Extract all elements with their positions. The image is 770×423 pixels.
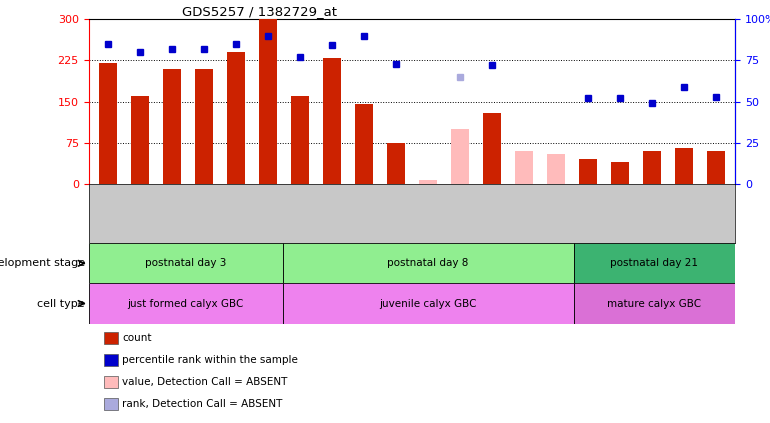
Bar	[387, 143, 405, 184]
Bar	[708, 151, 725, 184]
Text: juvenile calyx GBC: juvenile calyx GBC	[380, 299, 477, 308]
Text: postnatal day 8: postnatal day 8	[387, 258, 469, 268]
Bar	[195, 69, 213, 184]
Text: postnatal day 3: postnatal day 3	[145, 258, 226, 268]
Text: postnatal day 21: postnatal day 21	[611, 258, 698, 268]
Bar	[89, 243, 283, 283]
Text: count: count	[122, 333, 152, 343]
Bar	[574, 283, 735, 324]
Text: mature calyx GBC: mature calyx GBC	[608, 299, 701, 308]
Bar	[611, 162, 629, 184]
Bar	[131, 96, 149, 184]
Text: cell type: cell type	[37, 299, 85, 308]
Bar	[419, 180, 437, 184]
Bar	[99, 63, 116, 184]
Bar	[484, 113, 500, 184]
Bar	[547, 154, 565, 184]
Bar	[227, 52, 245, 184]
Bar	[283, 243, 574, 283]
Bar	[323, 58, 340, 184]
Bar	[574, 243, 735, 283]
Text: GDS5257 / 1382729_at: GDS5257 / 1382729_at	[182, 5, 337, 18]
Text: development stage: development stage	[0, 258, 85, 268]
Bar	[89, 283, 283, 324]
Bar	[579, 159, 597, 184]
Bar	[643, 151, 661, 184]
Bar	[515, 151, 533, 184]
Text: value, Detection Call = ABSENT: value, Detection Call = ABSENT	[122, 377, 288, 387]
Text: just formed calyx GBC: just formed calyx GBC	[127, 299, 244, 308]
Bar	[451, 129, 469, 184]
Text: rank, Detection Call = ABSENT: rank, Detection Call = ABSENT	[122, 399, 283, 409]
Bar	[675, 148, 693, 184]
Bar	[259, 19, 276, 184]
Text: percentile rank within the sample: percentile rank within the sample	[122, 355, 298, 365]
Bar	[163, 69, 181, 184]
Bar	[291, 96, 309, 184]
Bar	[355, 104, 373, 184]
Bar	[283, 283, 574, 324]
